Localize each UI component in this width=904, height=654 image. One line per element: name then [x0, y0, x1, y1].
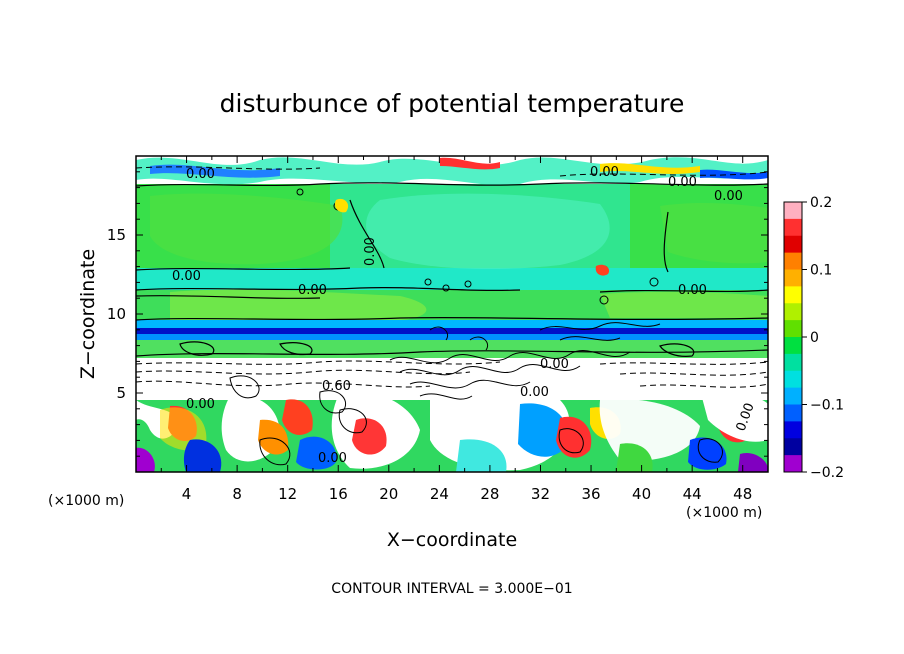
- colorbar-swatch: [784, 353, 802, 372]
- y-tick-label: 10: [107, 305, 126, 323]
- contour-label: 0.00: [520, 385, 549, 400]
- contour-label: 0.00: [172, 269, 201, 284]
- blob-red-3: [352, 418, 387, 455]
- colorbar-swatch: [784, 235, 802, 254]
- x-tick-label: 8: [232, 485, 242, 503]
- colorbar-tick-label: −0.1: [810, 398, 844, 414]
- contour-interval: CONTOUR INTERVAL = 3.000E−01: [331, 581, 572, 597]
- layer-lower-mid: [136, 340, 768, 358]
- x-tick-label: 44: [683, 485, 702, 503]
- contour-label: 0.00: [668, 175, 697, 190]
- x-tick-label: 12: [278, 485, 297, 503]
- colorbar-swatch: [784, 320, 802, 338]
- colorbar-swatch: [784, 269, 802, 287]
- colorbar-swatch: [784, 438, 802, 456]
- layer-tropopause-band: [136, 268, 768, 290]
- colorbar-swatch: [784, 421, 802, 439]
- blob-cyan-1: [456, 439, 507, 472]
- x-tick-label: 32: [531, 485, 550, 503]
- strat-noise-red: [440, 157, 500, 170]
- colorbar: [784, 202, 802, 473]
- colorbar-swatch: [784, 202, 802, 220]
- blob-white-6: [700, 389, 768, 442]
- turbulent-contours: [229, 322, 723, 466]
- colorbar-swatch: [784, 370, 802, 389]
- layer-cold-edge: [136, 334, 768, 340]
- y-tick-label: 5: [116, 384, 126, 402]
- colorbar-swatch: [784, 387, 802, 405]
- strat-noise-blue: [150, 164, 280, 178]
- y-axis-label: Z−coordinate: [77, 249, 99, 379]
- chart-title: disturbunce of potential temperature: [220, 89, 685, 118]
- contour-label: 0.00: [590, 165, 619, 180]
- blob-blue-3: [518, 403, 569, 457]
- blob-blue-1: [183, 439, 222, 472]
- contour-label: 0.60: [322, 379, 351, 394]
- blob-blue-2: [296, 436, 337, 470]
- colorbar-swatch: [784, 404, 802, 422]
- strat-noise-yellow: [600, 163, 700, 174]
- colorbar-swatch: [784, 303, 802, 321]
- dashed-contours: [136, 166, 768, 388]
- layer-cold-core: [136, 328, 768, 334]
- contour-label: 0.00: [363, 237, 378, 266]
- colorbar-ticks: 0.2 0.1 0 −0.1 −0.2: [802, 195, 844, 481]
- x-tick-label: 40: [632, 485, 651, 503]
- plot-field: [136, 156, 768, 472]
- colorbar-tick-label: 0.2: [810, 195, 832, 211]
- colorbar-swatch: [784, 455, 802, 473]
- x-tick-label: 48: [733, 485, 752, 503]
- solid-contours: [136, 182, 768, 357]
- blob-orange-1: [258, 419, 289, 455]
- blob-red-2: [282, 399, 313, 435]
- contour-label: 0.00: [678, 283, 707, 298]
- colorbar-swatch: [784, 337, 802, 355]
- contour-label: 0.00: [298, 283, 327, 298]
- y-axis-ticks: 5 10 15: [107, 171, 768, 457]
- x-tick-label: 4: [182, 485, 192, 503]
- contour-label: 0.00: [318, 451, 347, 466]
- x-tick-label: 24: [430, 485, 449, 503]
- x-tick-label: 36: [581, 485, 600, 503]
- colorbar-tick-label: −0.2: [810, 465, 844, 481]
- contour-label: 0.00: [714, 189, 743, 204]
- y-axis-unit: (×1000 m): [48, 493, 124, 509]
- colorbar-tick-label: 0: [810, 330, 819, 346]
- colorbar-swatch: [784, 252, 802, 270]
- mid-light-green-right: [600, 291, 768, 318]
- blob-green-1: [616, 443, 653, 472]
- upper-green-right: [660, 202, 768, 264]
- blob-purple-1: [136, 447, 155, 472]
- x-axis-label: X−coordinate: [387, 529, 517, 551]
- x-tick-label: 16: [329, 485, 348, 503]
- x-tick-label: 20: [379, 485, 398, 503]
- colorbar-swatch: [784, 218, 802, 237]
- contour-label: 0.00: [186, 167, 215, 182]
- x-tick-label: 28: [480, 485, 499, 503]
- colorbar-tick-label: 0.1: [810, 263, 832, 279]
- strat-noise-cyan: [136, 157, 768, 186]
- layer-cold-band: [136, 320, 768, 328]
- blob-purple-2: [738, 452, 768, 472]
- x-axis-ticks: 4 8 12 16 20 24 28 32 36 40 44 48: [160, 156, 752, 503]
- warm-spot-1: [595, 264, 610, 276]
- upper-cyan-lens: [366, 193, 610, 270]
- contour-label: 0.00: [540, 357, 569, 372]
- contour-label: 0.00: [186, 397, 215, 412]
- upper-green-left: [150, 193, 343, 265]
- colorbar-swatch: [784, 286, 802, 304]
- x-axis-unit: (×1000 m): [686, 505, 762, 521]
- warm-spot-2: [334, 198, 349, 213]
- y-tick-label: 15: [107, 226, 126, 244]
